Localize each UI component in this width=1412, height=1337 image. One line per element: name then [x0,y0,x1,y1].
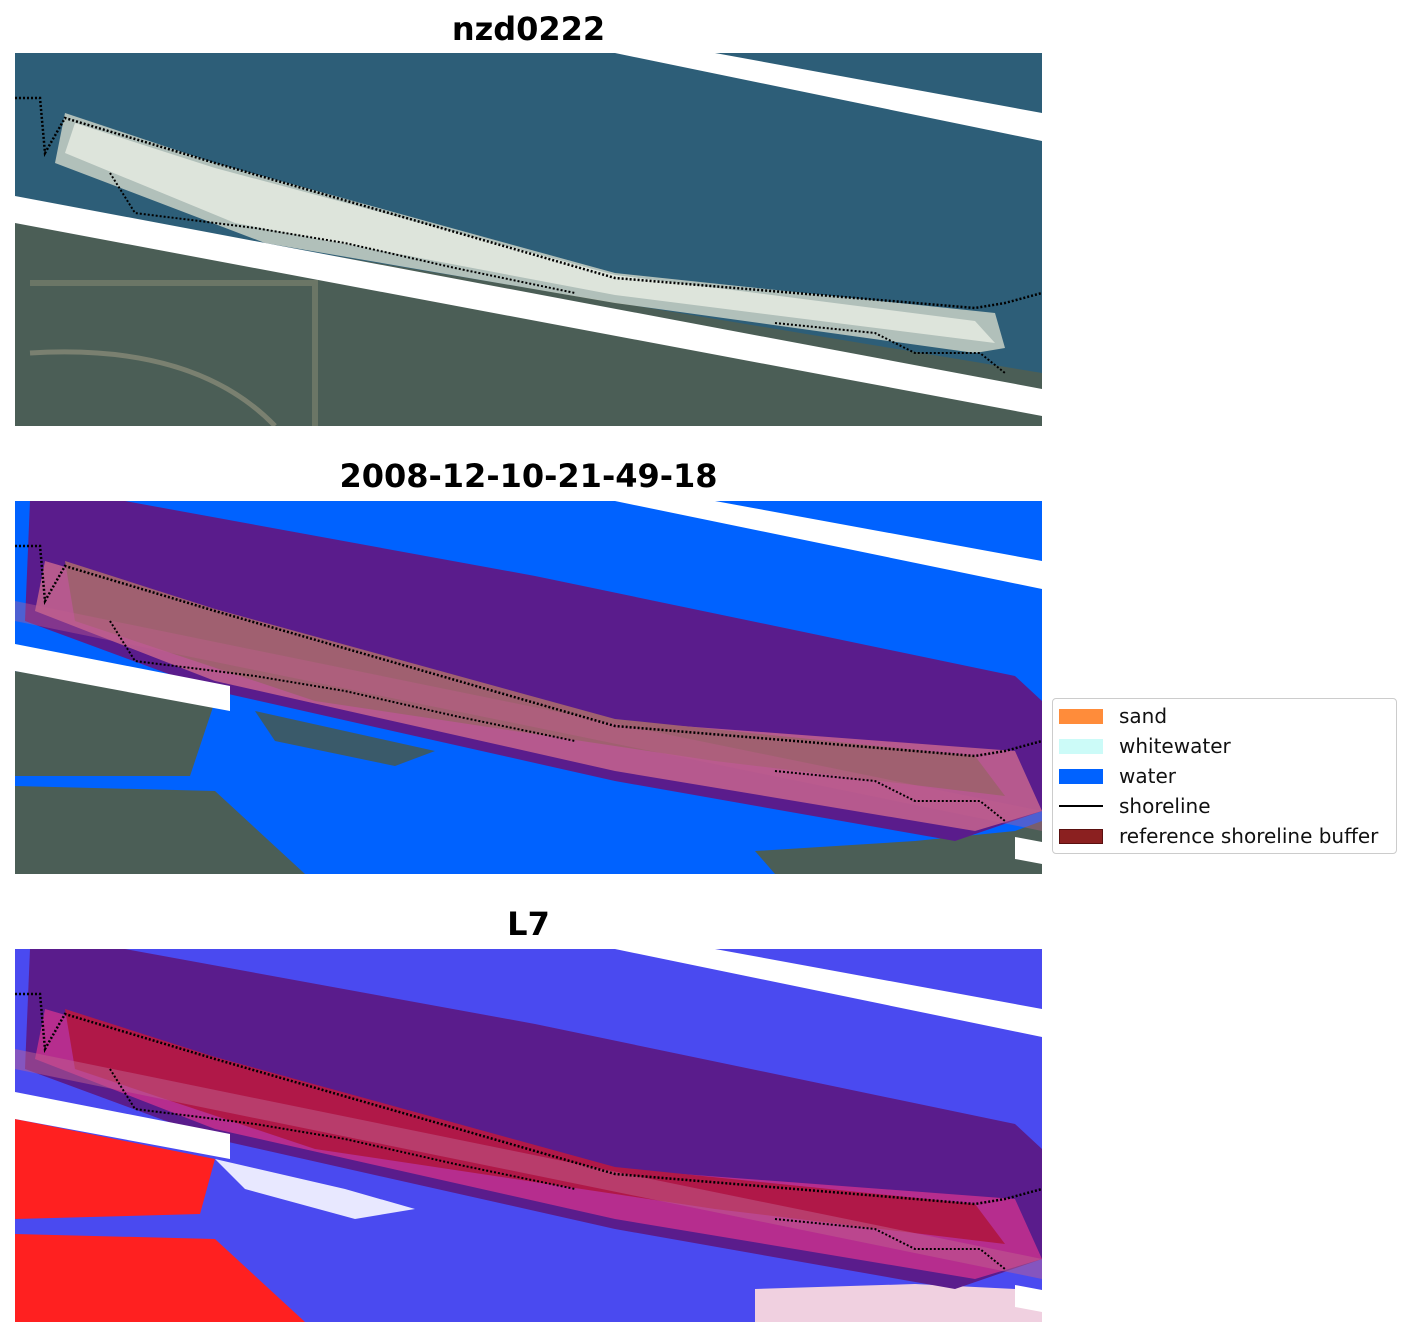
legend-label: shoreline [1119,794,1211,818]
nodata-stripe [15,196,1042,416]
legend: sand whitewater water shoreline referenc… [1052,698,1397,854]
panel-title-rgb: nzd0222 [451,10,606,48]
rgb-image-panel [15,53,1042,426]
legend-item-reference-buffer: reference shoreline buffer [1059,822,1378,850]
water-swatch [1059,768,1103,784]
nodata-stripe [15,644,230,711]
shoreline-line [15,96,1042,310]
legend-label: water [1119,764,1176,788]
nodata-stripe [615,53,1042,141]
legend-item-shoreline: shoreline [1059,792,1211,820]
legend-label: whitewater [1119,734,1231,758]
panel-title-classification: 2008-12-10-21-49-18 [339,457,718,495]
buffer-swatch [1059,828,1103,844]
legend-item-sand: sand [1059,702,1167,730]
legend-item-whitewater: whitewater [1059,732,1231,760]
panel-title-l7: L7 [507,905,550,943]
legend-item-water: water [1059,762,1176,790]
whitewater-swatch [1059,738,1103,754]
shoreline-swatch [1059,805,1103,807]
classification-panel [15,501,1042,874]
l7-index-panel [15,949,1042,1322]
legend-label: sand [1119,704,1168,728]
legend-label: reference shoreline buffer [1119,824,1379,848]
sand-swatch [1059,708,1103,724]
